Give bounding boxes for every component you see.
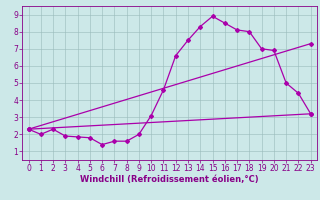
X-axis label: Windchill (Refroidissement éolien,°C): Windchill (Refroidissement éolien,°C) <box>80 175 259 184</box>
